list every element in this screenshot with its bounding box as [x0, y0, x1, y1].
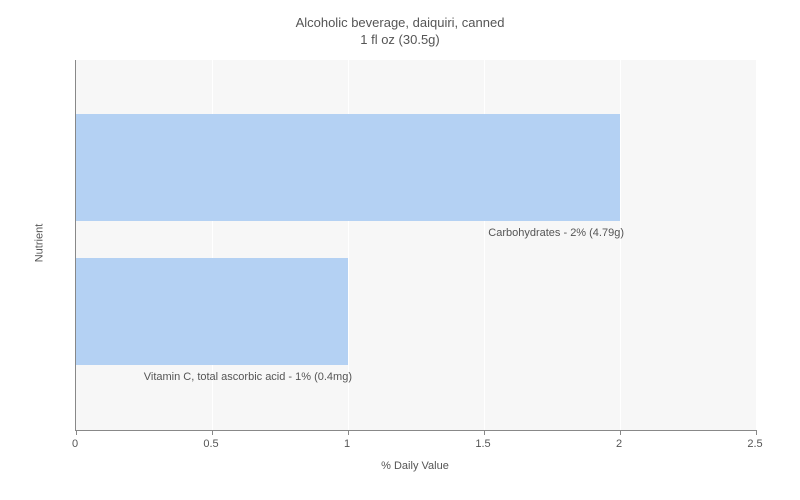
chart-container: Alcoholic beverage, daiquiri, canned 1 f…: [0, 0, 800, 500]
x-axis-label: % Daily Value: [75, 460, 755, 472]
x-tick: [76, 430, 77, 435]
chart-title-line1: Alcoholic beverage, daiquiri, canned: [0, 15, 800, 30]
bar: [76, 258, 348, 365]
x-tick-label: 0.5: [203, 438, 218, 450]
x-tick-label: 2: [616, 438, 622, 450]
x-tick: [756, 430, 757, 435]
gridline: [620, 60, 621, 430]
x-tick-label: 2.5: [747, 438, 762, 450]
bar-label: Carbohydrates - 2% (4.79g): [488, 227, 624, 239]
gridline: [756, 60, 757, 430]
bar-label: Vitamin C, total ascorbic acid - 1% (0.4…: [144, 371, 352, 383]
x-tick: [348, 430, 349, 435]
y-axis-label: Nutrient: [33, 224, 45, 263]
x-tick-label: 1: [344, 438, 350, 450]
x-tick-label: 1.5: [475, 438, 490, 450]
x-tick: [620, 430, 621, 435]
x-tick-label: 0: [72, 438, 78, 450]
x-tick: [484, 430, 485, 435]
x-tick: [212, 430, 213, 435]
bar: [76, 114, 620, 221]
chart-title-line2: 1 fl oz (30.5g): [0, 32, 800, 47]
